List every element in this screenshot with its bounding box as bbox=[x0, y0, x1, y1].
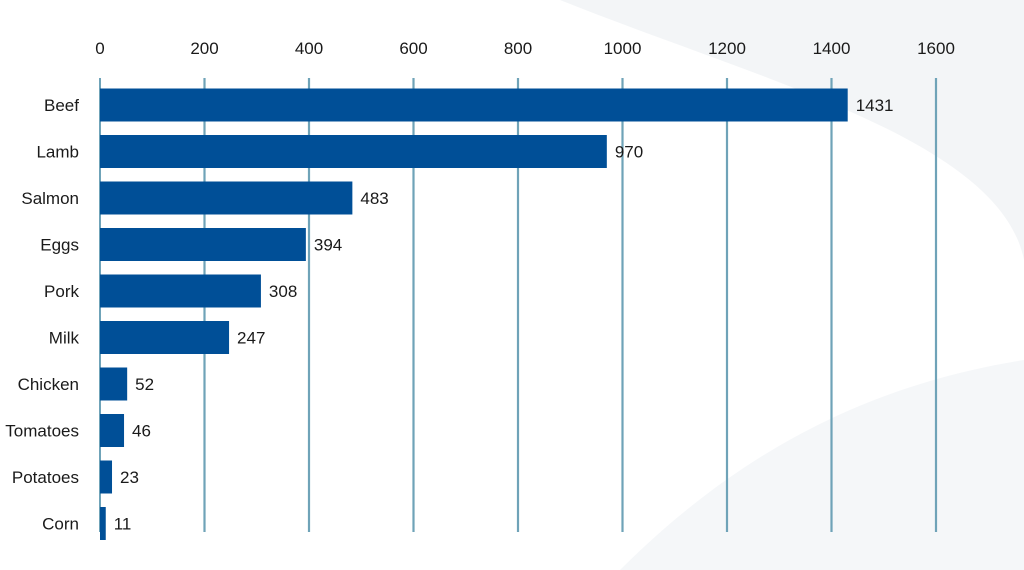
category-label: Eggs bbox=[40, 236, 79, 255]
data-label: 247 bbox=[237, 329, 265, 348]
bar-corn bbox=[100, 507, 106, 540]
category-label: Milk bbox=[49, 329, 80, 348]
x-tick-label: 1200 bbox=[708, 39, 746, 58]
data-label: 23 bbox=[120, 468, 139, 487]
x-tick-label: 1000 bbox=[604, 39, 642, 58]
x-axis-ticks: 0 200 400 600 800 1000 1200 1400 1600 bbox=[95, 39, 955, 58]
category-label: Beef bbox=[44, 96, 79, 115]
x-tick-label: 400 bbox=[295, 39, 323, 58]
data-label: 46 bbox=[132, 422, 151, 441]
x-tick-label: 200 bbox=[190, 39, 218, 58]
x-tick-label: 800 bbox=[504, 39, 532, 58]
x-tick-label: 1600 bbox=[917, 39, 955, 58]
category-label: Salmon bbox=[21, 189, 79, 208]
bar-milk bbox=[100, 321, 230, 354]
data-label: 11 bbox=[114, 515, 132, 534]
bar-beef bbox=[100, 88, 848, 122]
bar-salmon bbox=[100, 181, 353, 215]
bar-chicken bbox=[100, 367, 128, 401]
background-swoosh bbox=[560, 0, 1024, 260]
value-labels: 1431 970 483 394 308 247 52 46 23 11 bbox=[114, 96, 894, 534]
category-label: Lamb bbox=[36, 143, 79, 162]
x-tick-label: 1400 bbox=[813, 39, 851, 58]
category-labels: Beef Lamb Salmon Eggs Pork Milk Chicken Tomatoe… bbox=[5, 96, 79, 534]
category-label: Potatoes bbox=[12, 468, 79, 487]
bar-lamb bbox=[100, 135, 607, 168]
bar-tomatoes bbox=[100, 414, 125, 447]
background-decoration bbox=[560, 0, 1024, 570]
bars bbox=[100, 88, 848, 540]
category-label: Pork bbox=[44, 282, 79, 301]
bar-eggs bbox=[100, 228, 306, 261]
data-label: 1431 bbox=[856, 96, 894, 115]
x-tick-label: 0 bbox=[95, 39, 104, 58]
category-label: Corn bbox=[42, 515, 79, 534]
category-label: Chicken bbox=[18, 375, 79, 394]
data-label: 394 bbox=[314, 236, 342, 255]
data-label: 52 bbox=[135, 375, 154, 394]
data-label: 483 bbox=[360, 189, 388, 208]
bar-potatoes bbox=[100, 460, 113, 494]
data-label: 308 bbox=[269, 282, 297, 301]
x-tick-label: 600 bbox=[399, 39, 427, 58]
background-swoosh bbox=[620, 360, 1024, 570]
data-label: 970 bbox=[615, 143, 643, 162]
bar-pork bbox=[100, 274, 261, 308]
category-label: Tomatoes bbox=[5, 422, 79, 441]
